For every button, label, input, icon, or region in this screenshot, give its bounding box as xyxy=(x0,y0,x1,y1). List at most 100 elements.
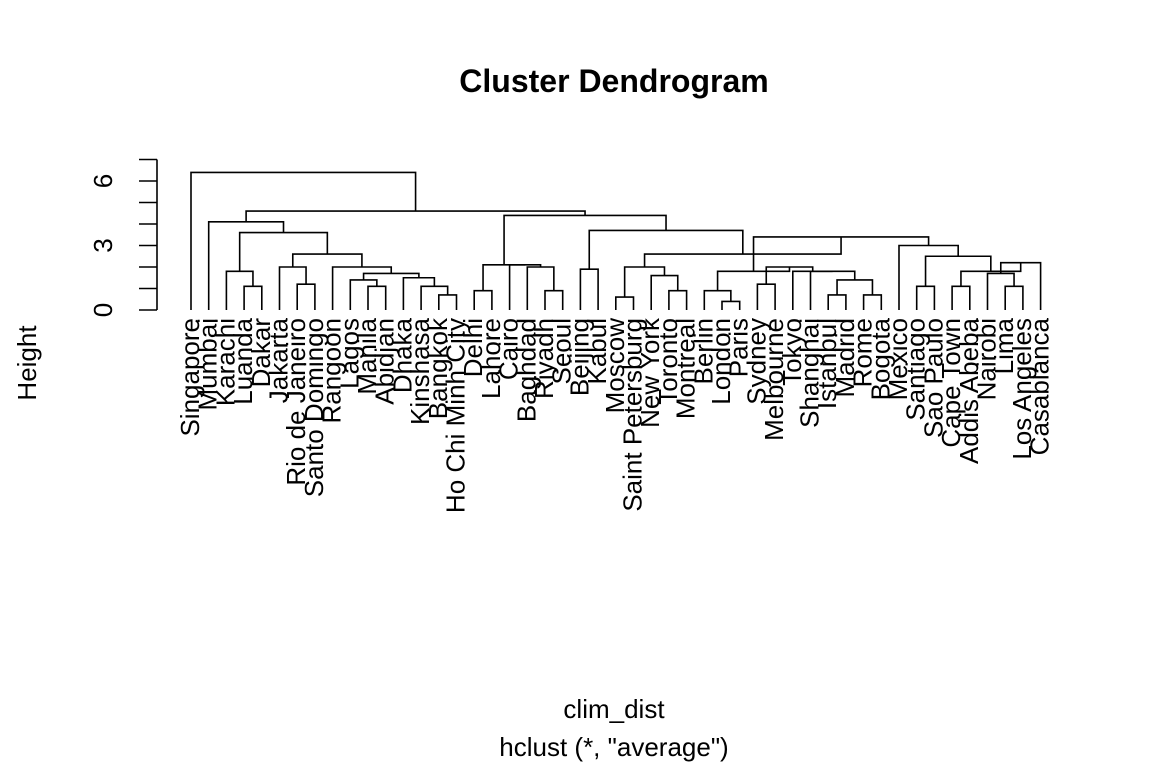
leaf-label: Los Angeles xyxy=(1007,318,1037,460)
dendrogram-link xyxy=(473,289,493,310)
leaf-label: Rangoon xyxy=(317,318,347,424)
dendrogram-link xyxy=(544,289,564,310)
dendrogram-link xyxy=(190,171,417,310)
dendrogram-link xyxy=(615,296,635,310)
leaf-label: Lagos xyxy=(334,318,364,389)
leaf-label: Madrid xyxy=(830,318,860,397)
leaf-label: Karachi xyxy=(210,318,240,406)
dendrogram-link xyxy=(367,285,387,310)
dendrogram-link xyxy=(420,285,449,310)
leaf-label: London xyxy=(706,318,736,405)
dendrogram-link xyxy=(668,289,688,310)
leaf-label: Montreal xyxy=(671,318,701,419)
dendrogram-link xyxy=(588,229,744,270)
leaf-label: New York xyxy=(635,317,665,428)
dendrogram-link xyxy=(836,279,874,295)
leaf-label: Casablanca xyxy=(1025,317,1055,455)
leaf-label: Abidjan xyxy=(370,318,400,405)
dendrogram-link xyxy=(238,231,329,272)
dendrogram-link xyxy=(243,285,263,310)
dendrogram-link xyxy=(915,285,936,310)
dendrogram-link xyxy=(862,294,883,310)
dendrogram-link xyxy=(703,289,732,310)
leaf-label: Dakar xyxy=(246,318,276,388)
dendrogram-link xyxy=(827,294,847,310)
leaf-label: Dhaka xyxy=(387,317,417,393)
leaf-label: Kabul xyxy=(582,318,612,385)
dendrogram-link xyxy=(986,272,1015,310)
leaf-label: Ho Chi Minh City xyxy=(441,318,471,513)
leaf-label: Sydney xyxy=(741,318,771,405)
leaf-label: Saint Petersburg xyxy=(618,318,648,512)
leaf-label: Mumbai xyxy=(193,318,223,410)
dendrogram-link xyxy=(291,253,363,267)
dendrogram-links xyxy=(190,171,1042,310)
dendrogram-link xyxy=(296,283,316,310)
leaf-label: Luanda xyxy=(228,317,258,404)
dendrogram-link xyxy=(898,244,959,310)
dendrogram-link xyxy=(207,221,285,310)
dendrogram-link xyxy=(278,266,307,310)
leaf-label: Mexico xyxy=(883,318,913,400)
chart-title: Cluster Dendrogram xyxy=(459,63,768,99)
leaf-label: Cape Town xyxy=(936,318,966,448)
leaf-label: Singapore xyxy=(175,318,205,437)
y-axis: 0 3 6 xyxy=(88,158,158,317)
leaf-label: Berlin xyxy=(688,318,718,384)
leaf-labels: SingaporeMumbaiKarachiLuandaDakarJakarta… xyxy=(175,317,1055,513)
x-axis-sublabel: hclust (*, "average") xyxy=(499,732,728,762)
dendrogram-link xyxy=(526,266,555,310)
dendrogram-link xyxy=(349,279,378,310)
leaf-label: Shanghai xyxy=(795,318,825,428)
leaf-label: Baghdad xyxy=(511,318,541,422)
leaf-label: Kinshasa xyxy=(405,317,435,424)
dendrogram-link xyxy=(503,214,667,265)
dendrogram-link xyxy=(482,264,526,291)
leaf-label: Santiago xyxy=(901,318,931,421)
leaf-label: Tokyo xyxy=(777,318,807,386)
dendrogram-link xyxy=(623,266,666,298)
y-tick-label: 0 xyxy=(88,303,118,317)
dendrogram-link xyxy=(951,285,971,310)
leaf-label: Toronto xyxy=(653,318,683,405)
leaf-label: Santo Domingo xyxy=(299,318,329,497)
dendrogram-link xyxy=(579,268,599,310)
leaf-label: Riyadh xyxy=(529,318,559,399)
dendrogram-link xyxy=(362,272,420,280)
leaf-label: Bangkok xyxy=(423,317,453,419)
leaf-label: Rome xyxy=(848,318,878,387)
dendrogram-link xyxy=(809,270,856,310)
dendrogram-link xyxy=(721,300,741,310)
leaf-label: Melbourne xyxy=(759,318,789,441)
y-tick-label: 6 xyxy=(88,174,118,188)
leaf-label: Beijing xyxy=(564,318,594,396)
leaf-label: Sao Paulo xyxy=(918,318,948,438)
leaf-label: Delhi xyxy=(458,318,488,377)
dendrogram-link xyxy=(225,270,254,310)
leaf-label: Bogota xyxy=(865,317,895,400)
leaf-label: Istanbul xyxy=(812,318,842,409)
leaf-label: Jakarta xyxy=(264,317,294,403)
leaf-label: Rio de Janeiro xyxy=(281,318,311,486)
dendrogram-link xyxy=(650,274,679,310)
x-axis-label: clim_dist xyxy=(563,694,665,724)
leaf-label: Moscow xyxy=(600,318,630,414)
leaf-label: Lahore xyxy=(476,318,506,399)
leaf-label: Lima xyxy=(989,317,1019,374)
leaf-label: Addis Abeba xyxy=(954,317,984,464)
leaf-label: Paris xyxy=(724,318,754,377)
dendrogram-link xyxy=(792,270,833,310)
y-tick-label: 3 xyxy=(88,238,118,252)
leaf-label: Seoul xyxy=(547,318,577,385)
dendrogram-link xyxy=(402,276,436,310)
dendrogram-link xyxy=(245,210,586,222)
dendrogram-link xyxy=(508,264,542,310)
dendrogram-link xyxy=(1004,285,1024,310)
dendrogram-link xyxy=(756,283,776,310)
leaf-label: Nairobi xyxy=(972,318,1002,400)
leaf-label: Cairo xyxy=(494,318,524,380)
y-axis-label: Height xyxy=(12,325,42,401)
leaf-label: Manila xyxy=(352,317,382,394)
dendrogram-link xyxy=(438,294,458,310)
